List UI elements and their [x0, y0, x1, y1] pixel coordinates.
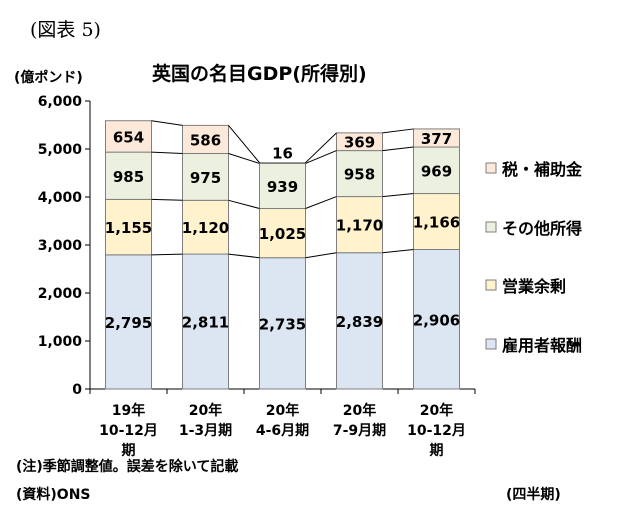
data-label: 2,839: [336, 313, 383, 331]
data-label: 2,735: [259, 315, 306, 333]
y-tick-label: 3,000: [38, 238, 83, 254]
data-label: 1,155: [105, 219, 152, 237]
legend: 雇用者報酬 営業余剰 その他所得 税・補助金: [485, 160, 583, 355]
x-tick-label: 10-12月: [407, 423, 466, 439]
legend-swatch: [485, 221, 497, 233]
x-tick-label: 期: [122, 443, 136, 459]
series-connector: [382, 249, 414, 254]
x-tick-label: 1-3月期: [179, 423, 232, 439]
series-connector: [151, 120, 183, 126]
x-tick-label: 20年: [343, 402, 376, 419]
series-connector: [382, 128, 414, 134]
series-connector: [151, 198, 183, 201]
data-label: 2,811: [182, 314, 229, 332]
data-label: 586: [190, 131, 221, 149]
x-axis-labels: 19年10-12月期20年1-3月期20年4-6月期20年7-9月期20年10-…: [99, 402, 466, 459]
x-tick-label: 20年: [266, 402, 299, 419]
data-label: 969: [421, 162, 452, 180]
data-label: 1,120: [182, 219, 229, 237]
series-connector: [382, 193, 414, 198]
series-connector: [228, 125, 260, 163]
y-tick-label: 0: [72, 382, 82, 398]
data-label: 1,170: [336, 217, 383, 235]
data-label: 1,025: [259, 225, 306, 243]
legend-label: 営業余剰: [502, 277, 566, 296]
x-tick-label: 20年: [189, 402, 222, 419]
y-tick-label: 1,000: [38, 334, 83, 350]
data-label: 2,906: [413, 311, 460, 329]
bar-segment: [259, 257, 306, 390]
source: (資料)ONS: [16, 486, 91, 503]
series-connector: [305, 150, 337, 164]
period-label: (四半期): [506, 486, 561, 503]
series-connector: [228, 199, 260, 210]
series-connector-lines: [151, 120, 414, 259]
bar-segment: [105, 151, 152, 200]
chart-title: 英国の名目GDP(所得別): [152, 62, 367, 85]
series-connector: [151, 253, 183, 256]
legend-label: 雇用者報酬: [502, 336, 582, 355]
series-connector: [382, 146, 414, 152]
bar-segment: [413, 193, 460, 251]
bar-segment: [105, 254, 152, 390]
data-label: 369: [344, 134, 375, 152]
data-label: 377: [421, 130, 452, 148]
y-tick-label: 5,000: [38, 142, 83, 158]
note: (注)季節調整値。誤差を除いて記載: [16, 458, 238, 475]
bar-segment: [105, 198, 152, 256]
series-connector: [305, 196, 337, 209]
data-label: 16: [272, 145, 293, 163]
x-tick-label: 4-6月期: [256, 423, 309, 439]
y-tick-label: 2,000: [38, 286, 83, 302]
data-label: 975: [190, 169, 221, 187]
unit-label: (億ポンド): [14, 69, 83, 86]
series-connector: [305, 132, 337, 164]
bar-segment: [259, 162, 306, 210]
series-connector: [228, 253, 260, 259]
bar-segment: [336, 132, 383, 152]
legend-label: その他所得: [502, 219, 582, 238]
value-labels: 2,795 1,155 985 654 2,811 1,120 975 586 2,735 1,0…: [105, 128, 460, 333]
y-tick-label: 6,000: [38, 94, 83, 110]
x-tick-label: 19年: [112, 402, 145, 419]
x-tick-label: 10-12月: [99, 423, 158, 439]
bar-segment: [259, 208, 306, 259]
y-axis: 0 1,000 2,000 3,000 4,000 5,000 6,000: [38, 94, 476, 398]
x-tick-label: 7-9月期: [333, 423, 386, 439]
figure-label: (図表 5): [30, 19, 101, 41]
bar-segment: [105, 120, 152, 153]
data-label: 654: [113, 128, 144, 146]
y-tick-label: 4,000: [38, 190, 83, 206]
bar-segment: [182, 253, 229, 390]
x-tick-label: 期: [430, 443, 444, 459]
series-connector: [151, 151, 183, 155]
bar-segment: [182, 199, 229, 255]
data-label: 2,795: [105, 314, 152, 332]
data-label: 958: [344, 166, 375, 184]
bars: [105, 120, 460, 390]
bar-segment: [259, 162, 306, 164]
bar-segment: [182, 124, 229, 155]
legend-swatch: [485, 338, 497, 350]
series-connector: [305, 252, 337, 259]
bar-segment: [413, 128, 460, 148]
legend-label: 税・補助金: [502, 160, 583, 179]
data-label: 1,166: [413, 214, 460, 232]
legend-swatch: [485, 162, 497, 174]
data-label: 939: [267, 178, 298, 196]
series-connector: [228, 153, 260, 164]
bar-segment: [413, 146, 460, 195]
data-label: 985: [113, 168, 144, 186]
legend-swatch: [485, 279, 497, 291]
x-tick-label: 20年: [420, 402, 453, 419]
